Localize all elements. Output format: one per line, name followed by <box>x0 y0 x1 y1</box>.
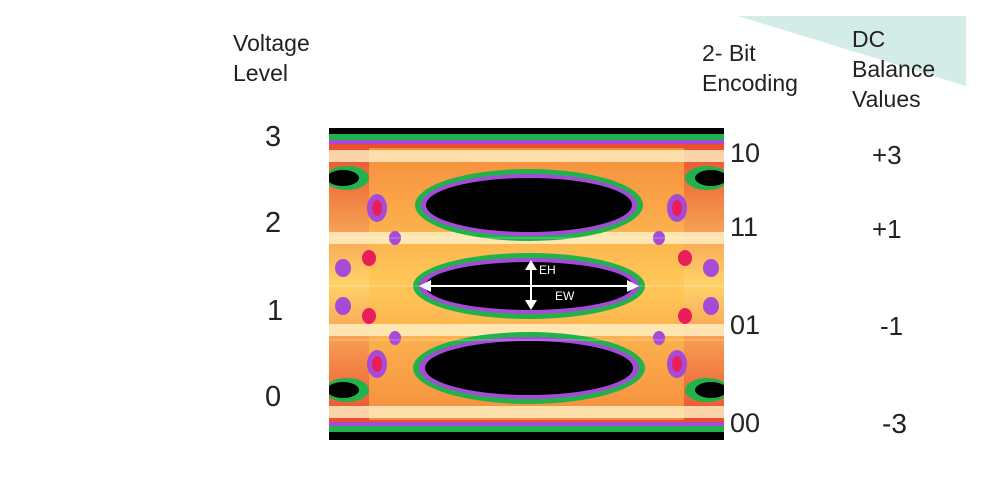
teal-accent-shape <box>738 16 966 86</box>
right-crossing-upper-opening <box>695 170 724 186</box>
voltage-level-header-line2: Level <box>233 60 288 86</box>
level-band-0 <box>329 406 724 418</box>
upper-eye-opening <box>426 178 632 232</box>
left-crossing-upper-opening <box>329 170 359 186</box>
eye-height-arrowhead-bottom <box>525 300 537 310</box>
voltage-level-1: 1 <box>267 295 284 327</box>
left-crossings <box>329 166 401 402</box>
eye-top-edge-purple <box>329 140 724 144</box>
eye-top-edge <box>329 134 724 140</box>
dc-balance-minus1: -1 <box>880 311 904 341</box>
right-node-5 <box>678 250 692 266</box>
encoding-10: 10 <box>730 138 761 168</box>
right-crossing-lower-opening <box>695 382 724 398</box>
left-node-7 <box>389 231 401 245</box>
dc-balance-header-line3: Values <box>852 86 921 112</box>
voltage-level-0: 0 <box>265 381 282 413</box>
left-node-4 <box>335 297 351 315</box>
dc-balance-plus1: +1 <box>872 214 902 244</box>
dc-balance-header-line1: DC <box>852 26 886 52</box>
voltage-level-3: 3 <box>265 121 282 153</box>
right-node-8 <box>653 331 665 345</box>
encoding-header-line2: Encoding <box>702 70 798 96</box>
eye-height-arrowhead-top <box>525 260 537 270</box>
left-node-5 <box>362 250 376 266</box>
dc-balance-plus3: +3 <box>872 140 902 170</box>
encoding-header-line1: 2- Bit <box>702 40 756 66</box>
dc-balance-header: DC Balance Values <box>852 24 935 114</box>
level-band-1 <box>329 324 724 336</box>
encoding-00: 00 <box>730 408 761 438</box>
right-node-2-core <box>672 356 682 372</box>
left-node-3 <box>335 259 351 277</box>
right-node-4 <box>703 297 719 315</box>
voltage-level-2: 2 <box>265 207 282 239</box>
eye-width-arrowhead-left <box>419 280 431 292</box>
lower-eye-opening <box>425 341 633 395</box>
right-node-3 <box>703 259 719 277</box>
right-node-1-core <box>672 200 682 216</box>
encoding-header: 2- Bit Encoding <box>702 38 798 98</box>
encoding-11: 11 <box>730 212 759 242</box>
voltage-level-header-line1: Voltage <box>233 30 310 56</box>
level-band-3 <box>329 150 724 162</box>
right-node-6 <box>678 308 692 324</box>
left-node-1-core <box>372 200 382 216</box>
left-node-8 <box>389 331 401 345</box>
eye-height-arrow <box>525 260 537 310</box>
right-node-7 <box>653 231 665 245</box>
dc-balance-header-line2: Balance <box>852 56 936 82</box>
dc-balance-minus3: -3 <box>882 408 907 439</box>
encoding-01: 01 <box>730 310 761 340</box>
eye-width-arrowhead-right <box>627 280 639 292</box>
eye-bottom-edge-purple <box>329 422 724 426</box>
eye-width-label: EW <box>555 289 575 303</box>
left-node-2-core <box>372 356 382 372</box>
voltage-level-header: Voltage Level <box>233 28 310 88</box>
pam4-eye-diagram: EH EW <box>329 128 724 440</box>
right-crossings <box>653 166 724 402</box>
eye-height-label: EH <box>539 263 556 277</box>
left-crossing-lower-opening <box>329 382 359 398</box>
eye-width-arrow <box>419 280 639 292</box>
eye-bottom-edge <box>329 426 724 432</box>
left-node-6 <box>362 308 376 324</box>
